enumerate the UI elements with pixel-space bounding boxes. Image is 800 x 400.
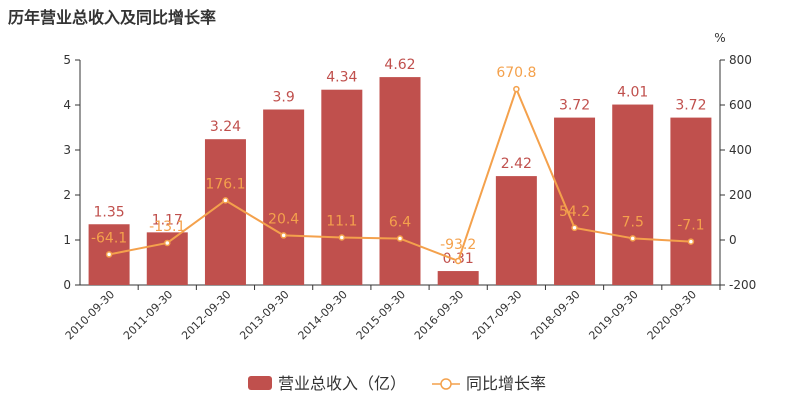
revenue-bar — [437, 271, 479, 285]
left-tick-label: 1 — [63, 233, 71, 247]
growth-rate-value-label: 20.4 — [268, 211, 299, 227]
growth-rate-point — [513, 85, 520, 93]
growth-rate-value-label: 11.1 — [326, 214, 357, 230]
legend-bar-swatch[interactable] — [248, 376, 272, 390]
left-tick-label: 0 — [63, 278, 71, 292]
growth-rate-point — [454, 257, 462, 265]
x-tick-label: 2017-09-30 — [470, 288, 524, 342]
growth-rate-point — [222, 197, 229, 204]
x-tick-label: 2018-09-30 — [528, 288, 582, 342]
revenue-bar — [612, 104, 654, 285]
x-tick-label: 2012-09-30 — [179, 288, 233, 342]
right-tick-label: 200 — [729, 188, 752, 202]
growth-rate-value-label: 176.1 — [205, 176, 245, 192]
growth-rate-point — [687, 238, 695, 245]
legend-line-marker[interactable] — [440, 378, 452, 390]
growth-rate-point — [280, 232, 287, 239]
revenue-bar — [204, 139, 246, 285]
revenue-bar — [321, 89, 363, 285]
x-tick-label: 2019-09-30 — [586, 288, 640, 342]
revenue-value-label: 3.9 — [273, 90, 295, 106]
revenue-value-label: 3.24 — [210, 119, 241, 135]
x-tick-label: 2013-09-30 — [237, 288, 291, 342]
growth-rate-point — [105, 251, 113, 258]
left-tick-label: 2 — [63, 188, 71, 202]
revenue-value-label: 1.35 — [94, 204, 125, 220]
x-tick-label: 2010-09-30 — [63, 288, 117, 342]
chart-title: 历年营业总收入及同比增长率 — [8, 8, 217, 27]
revenue-value-label: 4.01 — [617, 85, 648, 101]
growth-rate-point — [571, 224, 578, 232]
growth-rate-value-label: -64.1 — [91, 230, 127, 246]
growth-rate-point — [338, 234, 346, 241]
revenue-bar — [554, 117, 596, 285]
left-tick-label: 5 — [63, 53, 71, 67]
x-tick-label: 2011-09-30 — [121, 288, 175, 342]
growth-rate-value-label: 7.5 — [622, 214, 644, 230]
revenue-value-label: 1.17 — [152, 212, 183, 228]
growth-rate-value-label: -7.1 — [677, 218, 704, 234]
legend-line-label[interactable]: 同比增长率 — [466, 374, 546, 393]
revenue-value-label: 4.34 — [326, 70, 357, 86]
left-tick-label: 3 — [63, 143, 71, 157]
growth-rate-point — [629, 235, 636, 242]
x-tick-label: 2020-09-30 — [645, 288, 699, 342]
growth-rate-point — [164, 239, 171, 247]
revenue-value-label: 4.62 — [384, 57, 415, 73]
growth-rate-value-label: -13.1 — [149, 219, 185, 235]
right-axis-unit: % — [714, 31, 725, 45]
revenue-bar — [495, 176, 537, 285]
growth-rate-point — [396, 235, 404, 242]
revenue-value-label: 2.42 — [501, 156, 532, 172]
right-tick-label: 800 — [729, 53, 752, 67]
right-tick-label: 400 — [729, 143, 752, 157]
right-tick-label: -200 — [729, 278, 756, 292]
revenue-value-label: 3.72 — [675, 98, 706, 114]
x-tick-label: 2014-09-30 — [296, 288, 350, 342]
x-tick-label: 2016-09-30 — [412, 288, 466, 342]
growth-rate-value-label: 6.4 — [389, 215, 411, 231]
revenue-value-label: 3.72 — [559, 98, 590, 114]
legend-bar-label[interactable]: 营业总收入（亿） — [278, 374, 406, 393]
left-tick-label: 4 — [63, 98, 71, 112]
x-tick-label: 2015-09-30 — [354, 288, 408, 342]
right-tick-label: 0 — [729, 233, 737, 247]
revenue-bar — [379, 77, 421, 285]
revenue-bar — [263, 109, 305, 285]
revenue-bar — [670, 117, 712, 285]
right-tick-label: 600 — [729, 98, 752, 112]
growth-rate-value-label: 670.8 — [496, 65, 536, 81]
growth-rate-value-label: -93.2 — [440, 237, 476, 253]
growth-rate-value-label: 54.2 — [559, 204, 590, 220]
